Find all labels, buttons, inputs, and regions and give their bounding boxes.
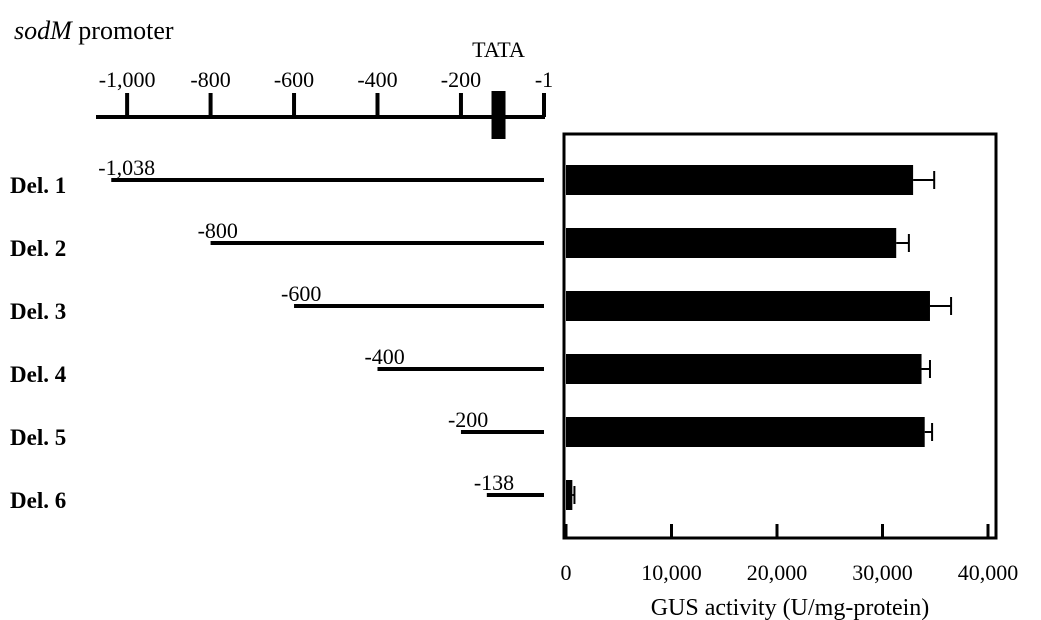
construct-name: Del. 4: [10, 362, 67, 387]
tata-box: [491, 91, 506, 139]
bar: [566, 354, 922, 384]
bar: [566, 417, 925, 447]
plot-frame: [562, 132, 998, 540]
title-rest: promoter: [72, 16, 174, 45]
x-tick-label: 30,000: [852, 560, 913, 585]
bar: [566, 228, 897, 258]
bar: [566, 291, 930, 321]
construct-name: Del. 3: [10, 299, 66, 324]
promoter-tick-label: -800: [190, 67, 230, 92]
promoter-tick-label: -1: [535, 67, 553, 92]
x-tick-label: 40,000: [958, 560, 1019, 585]
construct-name: Del. 5: [10, 425, 66, 450]
figure-title: sodM promoter: [14, 16, 174, 45]
promoter-tick-label: -600: [274, 67, 314, 92]
x-tick-label: 0: [561, 560, 572, 585]
promoter-tick-label: -1,000: [99, 67, 156, 92]
construct-start-label: -600: [281, 281, 321, 306]
construct-name: Del. 6: [10, 488, 66, 513]
gus-bar-chart: 0 10,000 20,000 30,000 40,000: [561, 132, 1019, 585]
x-axis-label: GUS activity (U/mg-protein): [651, 595, 930, 620]
bar: [566, 480, 573, 510]
construct-name: Del. 2: [10, 236, 66, 261]
promoter-map: -1,000 -800 -600 -400 -200 -1 TATA: [96, 37, 553, 139]
x-tick-label: 20,000: [747, 560, 808, 585]
x-tick-label: 10,000: [641, 560, 702, 585]
tata-label: TATA: [472, 37, 525, 62]
promoter-tick-label: -200: [441, 67, 481, 92]
construct-start-label: -400: [364, 344, 404, 369]
construct-start-label: -1,038: [98, 155, 155, 180]
construct-name: Del. 1: [10, 173, 66, 198]
construct-start-label: -200: [448, 407, 488, 432]
construct-start-label: -800: [198, 218, 238, 243]
title-italic: sodM: [14, 16, 73, 45]
deletion-constructs: Del. 1 -1,038 Del. 2 -800 Del. 3 -600 Del. 4 -4…: [10, 155, 544, 513]
promoter-tick-label: -400: [357, 67, 397, 92]
construct-start-label: -138: [474, 470, 514, 495]
bar: [566, 165, 914, 195]
